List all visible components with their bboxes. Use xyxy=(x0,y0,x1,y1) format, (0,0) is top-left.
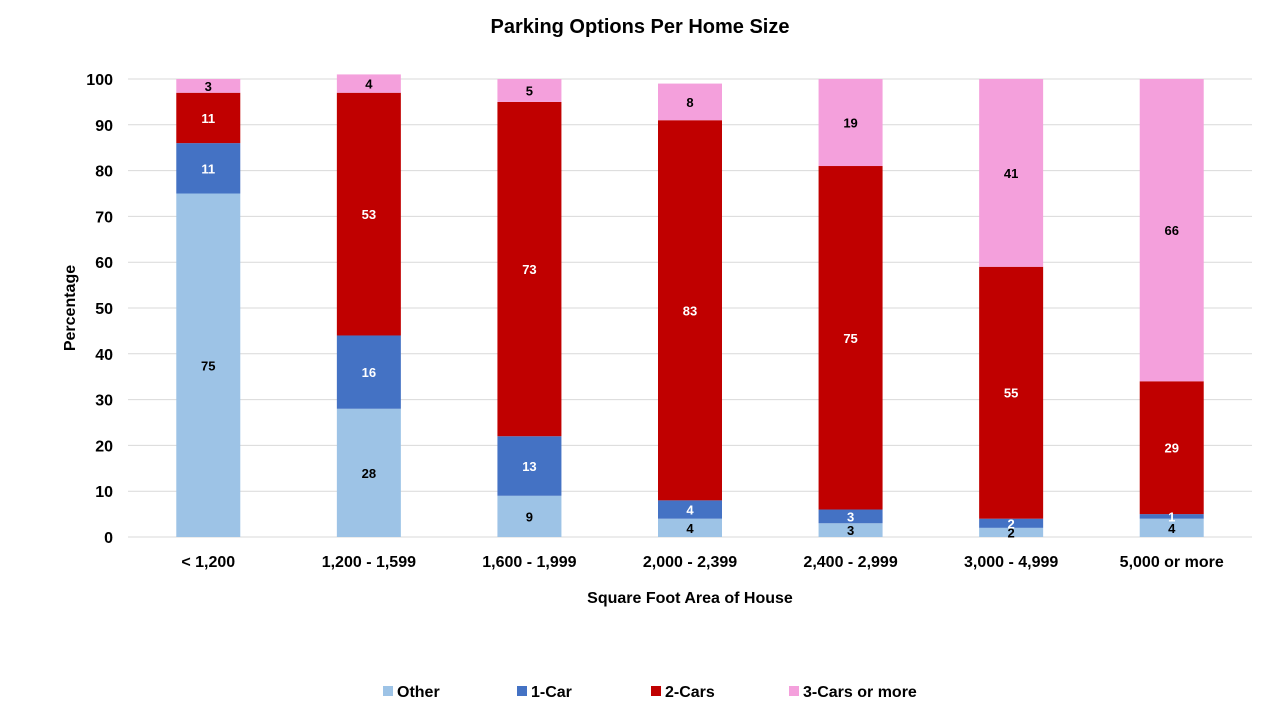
bar-segment xyxy=(658,120,722,501)
data-label: 9 xyxy=(526,509,533,524)
data-label: 13 xyxy=(522,459,536,474)
data-label: 55 xyxy=(1004,386,1018,401)
data-label: 11 xyxy=(201,161,215,176)
bar-segment xyxy=(979,79,1044,267)
data-label: 29 xyxy=(1164,441,1178,456)
bar-segment xyxy=(1139,514,1204,519)
bar-segment xyxy=(979,527,1044,537)
data-label: 5 xyxy=(526,83,533,98)
data-label: 3 xyxy=(205,79,212,94)
data-label: 83 xyxy=(683,303,697,318)
bar-segment xyxy=(497,495,562,537)
x-tick-label: 5,000 or more xyxy=(1120,554,1224,571)
data-label: 3 xyxy=(847,509,854,524)
bar-segment xyxy=(1139,381,1204,515)
y-axis-title: Percentage xyxy=(62,265,79,351)
bar-segment xyxy=(336,92,401,336)
bar-segment xyxy=(1139,518,1204,537)
y-axis-ticks: 0 10 20 30 40 50 60 70 80 90 100 xyxy=(86,72,113,547)
y-tick-label: 30 xyxy=(95,393,113,410)
legend-swatch xyxy=(517,686,527,696)
x-axis-title: Square Foot Area of House xyxy=(587,590,793,607)
bar-segment xyxy=(979,266,1044,519)
bar-segment xyxy=(818,523,883,537)
legend-label: 3-Cars or more xyxy=(803,684,917,701)
bar-segment xyxy=(497,101,562,437)
data-labels: 7511113281653491373544838337519225541412… xyxy=(201,77,1179,541)
y-tick-label: 40 xyxy=(95,347,113,364)
data-label: 66 xyxy=(1164,223,1178,238)
bar-segment xyxy=(497,79,562,102)
bar-segment xyxy=(818,166,883,510)
bar-segment xyxy=(336,408,401,537)
x-tick-label: 3,000 - 4,999 xyxy=(964,554,1058,571)
x-tick-label: 2,000 - 2,399 xyxy=(643,554,737,571)
bar-segment xyxy=(658,500,722,519)
y-tick-label: 70 xyxy=(95,209,113,226)
y-tick-label: 20 xyxy=(95,438,113,455)
data-label: 1 xyxy=(1168,509,1175,524)
legend: Other 1-Car 2-Cars 3-Cars or more xyxy=(383,684,917,701)
legend-swatch xyxy=(789,686,799,696)
bar-segment xyxy=(336,74,401,93)
data-label: 2 xyxy=(1008,525,1015,540)
data-label: 8 xyxy=(686,95,693,110)
bar-segment xyxy=(979,518,1044,528)
bar-segment xyxy=(176,143,241,194)
bar-segment xyxy=(1139,79,1204,382)
bar-segment xyxy=(658,518,722,537)
data-label: 53 xyxy=(362,207,376,222)
bar-segment xyxy=(497,436,562,496)
legend-label: 1-Car xyxy=(531,684,572,701)
data-label: 28 xyxy=(362,466,376,481)
y-tick-label: 100 xyxy=(86,72,113,89)
data-label: 11 xyxy=(201,111,215,126)
x-tick-label: 1,200 - 1,599 xyxy=(322,554,416,571)
data-label: 75 xyxy=(843,331,857,346)
bar-segment xyxy=(176,92,241,144)
x-tick-label: 2,400 - 2,999 xyxy=(803,554,897,571)
y-tick-label: 10 xyxy=(95,484,113,501)
x-tick-label: 1,600 - 1,999 xyxy=(482,554,576,571)
y-tick-label: 50 xyxy=(95,301,113,318)
data-label: 4 xyxy=(686,521,694,536)
bar-segment xyxy=(176,193,241,537)
data-label: 75 xyxy=(201,358,215,373)
bar-segment xyxy=(818,509,883,524)
data-label: 4 xyxy=(365,77,373,92)
y-tick-label: 60 xyxy=(95,255,113,272)
data-label: 41 xyxy=(1004,166,1018,181)
data-label: 73 xyxy=(522,262,536,277)
legend-swatch xyxy=(651,686,661,696)
legend-label: 2-Cars xyxy=(665,684,715,701)
bar-segment xyxy=(176,79,241,93)
y-tick-label: 0 xyxy=(104,530,113,547)
data-label: 2 xyxy=(1008,516,1015,531)
x-axis-ticks: < 1,200 1,200 - 1,599 1,600 - 1,999 2,000 -… xyxy=(181,554,1223,571)
data-label: 3 xyxy=(847,523,854,538)
bars xyxy=(176,74,1204,537)
y-tick-label: 90 xyxy=(95,118,113,135)
data-label: 4 xyxy=(1168,521,1176,536)
data-label: 16 xyxy=(362,365,376,380)
data-label: 4 xyxy=(686,503,694,518)
legend-swatch xyxy=(383,686,393,696)
legend-label: Other xyxy=(397,684,440,701)
chart-title: Parking Options Per Home Size xyxy=(491,16,790,38)
data-label: 19 xyxy=(843,116,857,131)
bar-segment xyxy=(818,79,883,167)
bar-segment xyxy=(658,83,722,121)
y-tick-label: 80 xyxy=(95,164,113,181)
bar-segment xyxy=(336,335,401,409)
x-tick-label: < 1,200 xyxy=(181,554,235,571)
